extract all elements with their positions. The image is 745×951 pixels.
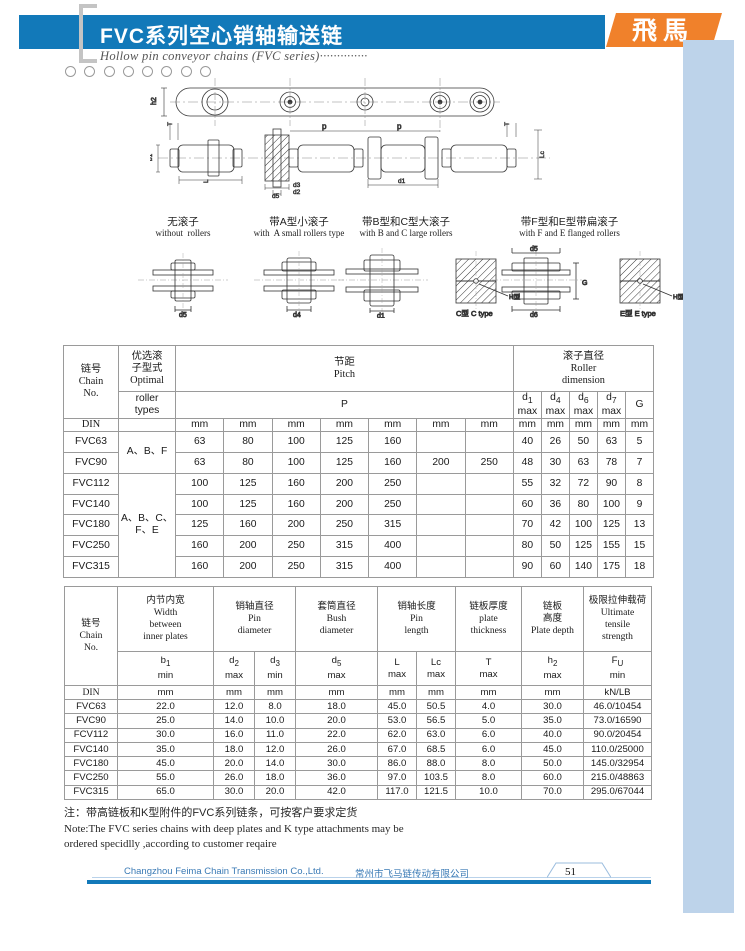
svg-text:d6: d6 <box>530 312 538 318</box>
svg-text:d2: d2 <box>293 189 301 196</box>
svg-text:C型 C type: C型 C type <box>456 309 493 318</box>
svg-text:L: L <box>203 179 210 183</box>
svg-text:Lc: Lc <box>539 150 546 158</box>
svg-text:h2: h2 <box>151 97 158 105</box>
svg-text:d5: d5 <box>179 312 187 318</box>
svg-text:d1: d1 <box>398 178 406 185</box>
svg-text:d5: d5 <box>530 246 538 253</box>
svg-text:E型 E type: E型 E type <box>620 309 656 318</box>
svg-text:d3: d3 <box>293 182 301 189</box>
svg-text:b1: b1 <box>150 153 154 161</box>
svg-text:T: T <box>167 122 174 126</box>
svg-text:d1: d1 <box>377 313 385 318</box>
svg-text:T: T <box>504 122 511 126</box>
svg-text:d4: d4 <box>293 312 301 318</box>
svg-text:G: G <box>582 280 587 287</box>
